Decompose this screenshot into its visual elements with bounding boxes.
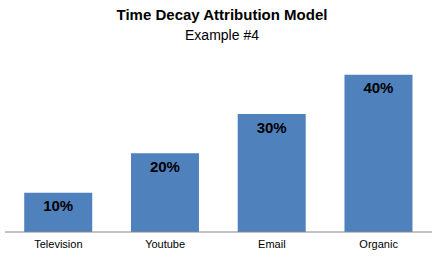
svg-text:40%: 40% — [363, 79, 393, 96]
svg-text:20%: 20% — [150, 158, 180, 175]
svg-text:30%: 30% — [257, 119, 287, 136]
svg-text:Organic: Organic — [359, 238, 398, 250]
svg-text:Youtube: Youtube — [145, 238, 185, 250]
html-text:Time Decay Attribution Model: Time Decay Attribution Model — [116, 6, 328, 23]
svg-text:10%: 10% — [43, 197, 73, 214]
svg-text:Email: Email — [258, 238, 286, 250]
html-text:Example #4: Example #4 — [185, 27, 259, 43]
svg-text:Television: Television — [34, 238, 82, 250]
